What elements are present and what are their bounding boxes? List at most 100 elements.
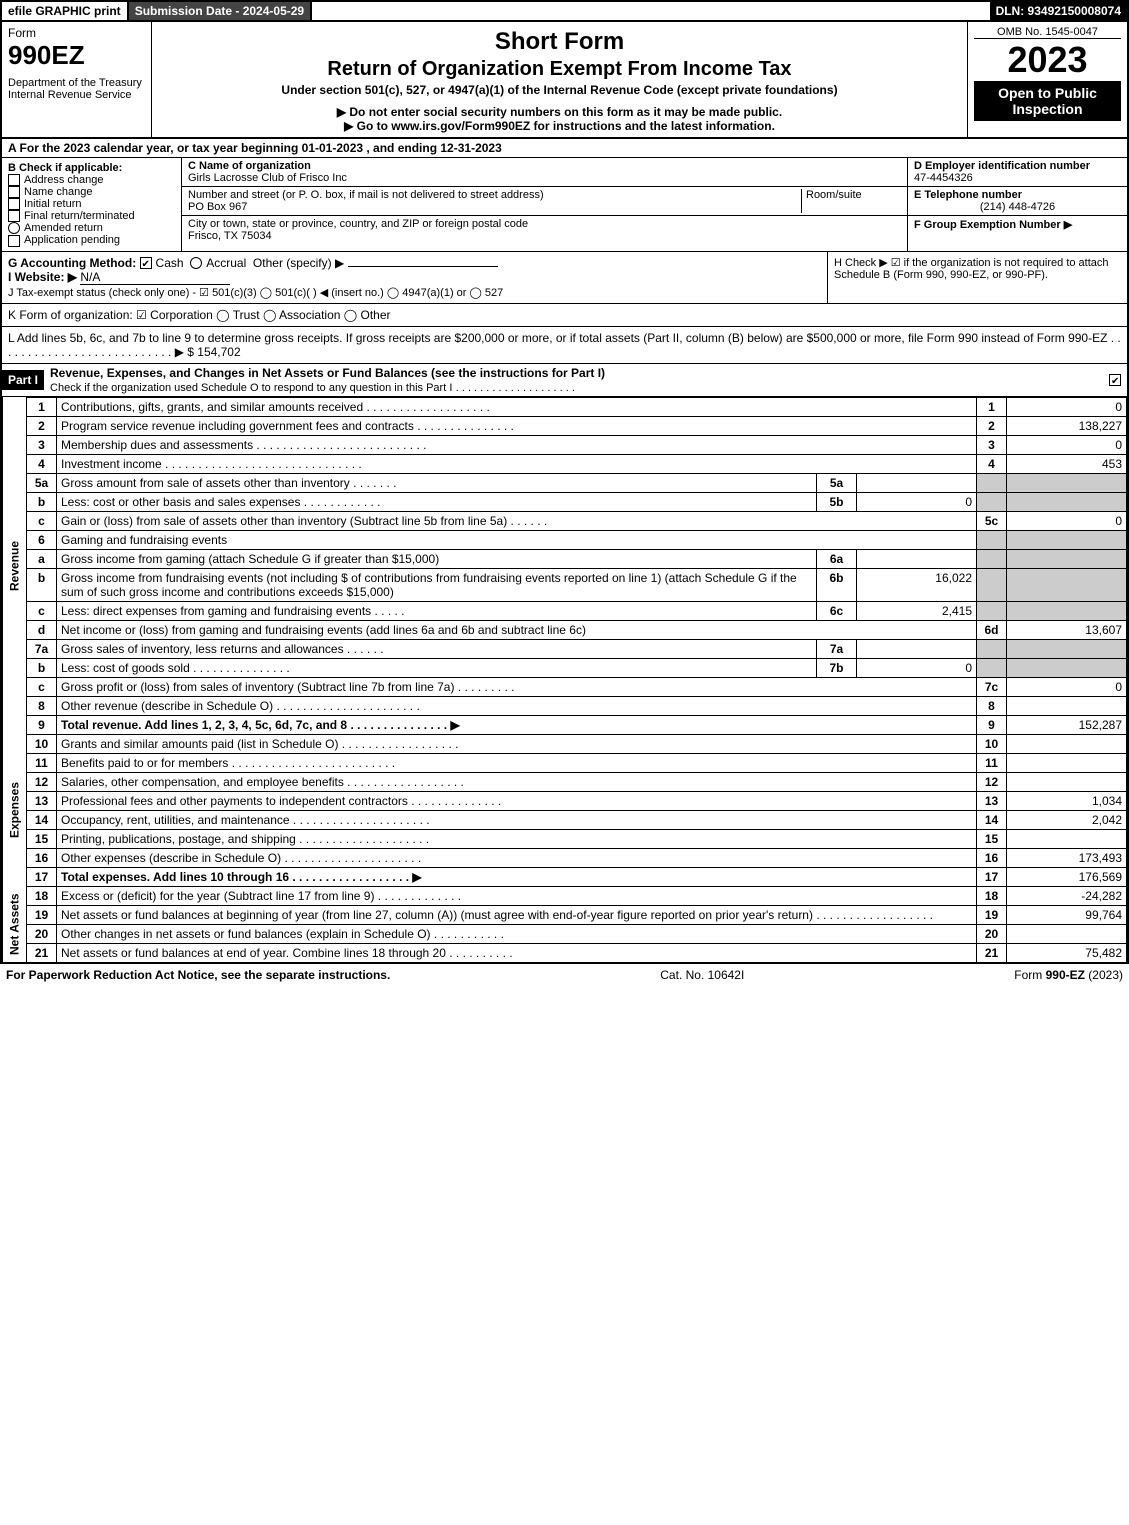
row-6-box-grey: [977, 530, 1007, 549]
row-6c-midbox: 6c: [817, 601, 857, 620]
row-6a-desc: Gross income from gaming (attach Schedul…: [57, 549, 817, 568]
row-3-box: 3: [977, 435, 1007, 454]
city-value: Frisco, TX 75034: [188, 230, 272, 242]
phone-value: (214) 448-4726: [914, 201, 1121, 213]
row-7b-num: b: [27, 658, 57, 677]
chk-final-return[interactable]: Final return/terminated: [8, 210, 175, 222]
row-14-num: 14: [27, 810, 57, 829]
row-20-num: 20: [27, 924, 57, 943]
footer-mid: Cat. No. 10642I: [660, 968, 744, 982]
row-13-desc: Professional fees and other payments to …: [61, 794, 408, 808]
row-2-box: 2: [977, 416, 1007, 435]
chk-cash[interactable]: [140, 257, 152, 269]
goto-link[interactable]: ▶ Go to www.irs.gov/Form990EZ for instru…: [158, 119, 961, 133]
row-6b-val-grey: [1007, 568, 1127, 601]
row-6c-num: c: [27, 601, 57, 620]
chk-address-change[interactable]: Address change: [8, 174, 175, 186]
row-20-box: 20: [977, 924, 1007, 943]
row-6b-midbox: 6b: [817, 568, 857, 601]
row-15-desc: Printing, publications, postage, and shi…: [61, 832, 296, 846]
row-10-val: [1007, 734, 1127, 753]
row-14-desc: Occupancy, rent, utilities, and maintena…: [61, 813, 290, 827]
row-5c-box: 5c: [977, 511, 1007, 530]
row-12-val: [1007, 772, 1127, 791]
phone-label: E Telephone number: [914, 189, 1022, 201]
row-8-num: 8: [27, 696, 57, 715]
row-5b-midval: 0: [857, 492, 977, 511]
ein-row: D Employer identification number 47-4454…: [908, 158, 1127, 187]
part-i-grid: Revenue 1 Contributions, gifts, grants, …: [0, 397, 1129, 964]
row-16-val: 173,493: [1007, 848, 1127, 867]
ssn-warning: ▶ Do not enter social security numbers o…: [158, 105, 961, 119]
row-4-desc: Investment income: [61, 457, 162, 471]
row-6b-box-grey: [977, 568, 1007, 601]
row-5b-val-grey: [1007, 492, 1127, 511]
row-10-box: 10: [977, 734, 1007, 753]
row-6a-box-grey: [977, 549, 1007, 568]
row-11-val: [1007, 753, 1127, 772]
row-6c-midval: 2,415: [857, 601, 977, 620]
row-6a-num: a: [27, 549, 57, 568]
ein-value: 47-4454326: [914, 172, 973, 184]
row-14-val: 2,042: [1007, 810, 1127, 829]
row-7c-val: 0: [1007, 677, 1127, 696]
row-5c-val: 0: [1007, 511, 1127, 530]
city-row: City or town, state or province, country…: [182, 216, 907, 244]
row-6a-midbox: 6a: [817, 549, 857, 568]
netassets-section-label: Net Assets: [3, 886, 27, 962]
part-i-schedule-o-check[interactable]: [1109, 374, 1121, 386]
main-title: Return of Organization Exempt From Incom…: [158, 58, 961, 81]
short-form-title: Short Form: [158, 28, 961, 56]
line-g: G Accounting Method: Cash Accrual Other …: [2, 252, 827, 303]
row-8-desc: Other revenue (describe in Schedule O): [61, 699, 273, 713]
row-6c-val-grey: [1007, 601, 1127, 620]
line-a: A For the 2023 calendar year, or tax yea…: [0, 139, 1129, 158]
tax-year: 2023: [974, 39, 1121, 81]
row-11-num: 11: [27, 753, 57, 772]
row-4-num: 4: [27, 454, 57, 473]
row-18-num: 18: [27, 886, 57, 905]
open-inspection-badge: Open to Public Inspection: [974, 81, 1121, 121]
row-2-desc: Program service revenue including govern…: [61, 419, 414, 433]
row-20-desc: Other changes in net assets or fund bala…: [61, 927, 431, 941]
chk-application-pending[interactable]: Application pending: [8, 234, 175, 246]
line-g-h: G Accounting Method: Cash Accrual Other …: [0, 252, 1129, 304]
chk-accrual[interactable]: [190, 257, 202, 269]
chk-name-change[interactable]: Name change: [8, 186, 175, 198]
efile-label[interactable]: efile GRAPHIC print: [2, 2, 129, 20]
chk-amended-return[interactable]: Amended return: [8, 222, 175, 234]
row-3-val: 0: [1007, 435, 1127, 454]
row-3-desc: Membership dues and assessments: [61, 438, 253, 452]
chk-initial-return[interactable]: Initial return: [8, 198, 175, 210]
room-label: Room/suite: [806, 189, 862, 201]
line-k: K Form of organization: ☑ Corporation ◯ …: [0, 304, 1129, 327]
row-19-box: 19: [977, 905, 1007, 924]
street-row: Number and street (or P. O. box, if mail…: [182, 187, 907, 216]
row-7b-val-grey: [1007, 658, 1127, 677]
row-12-num: 12: [27, 772, 57, 791]
row-6d-desc: Net income or (loss) from gaming and fun…: [57, 620, 977, 639]
row-6a-val-grey: [1007, 549, 1127, 568]
row-15-num: 15: [27, 829, 57, 848]
row-5c-num: c: [27, 511, 57, 530]
box-b: B Check if applicable: Address change Na…: [2, 158, 182, 251]
phone-row: E Telephone number (214) 448-4726: [908, 187, 1127, 216]
row-6-desc: Gaming and fundraising events: [57, 530, 977, 549]
website-value: N/A: [80, 270, 230, 285]
row-7a-box-grey: [977, 639, 1007, 658]
row-17-box: 17: [977, 867, 1007, 886]
row-6b-midval: 16,022: [857, 568, 977, 601]
row-1-desc: Contributions, gifts, grants, and simila…: [61, 400, 363, 414]
row-18-val: -24,282: [1007, 886, 1127, 905]
row-5a-num: 5a: [27, 473, 57, 492]
row-2-val: 138,227: [1007, 416, 1127, 435]
row-11-desc: Benefits paid to or for members: [61, 756, 228, 770]
row-5b-box-grey: [977, 492, 1007, 511]
row-10-num: 10: [27, 734, 57, 753]
row-5a-box-grey: [977, 473, 1007, 492]
row-6d-num: d: [27, 620, 57, 639]
row-21-val: 75,482: [1007, 943, 1127, 962]
page-footer: For Paperwork Reduction Act Notice, see …: [0, 964, 1129, 986]
row-12-box: 12: [977, 772, 1007, 791]
row-19-num: 19: [27, 905, 57, 924]
